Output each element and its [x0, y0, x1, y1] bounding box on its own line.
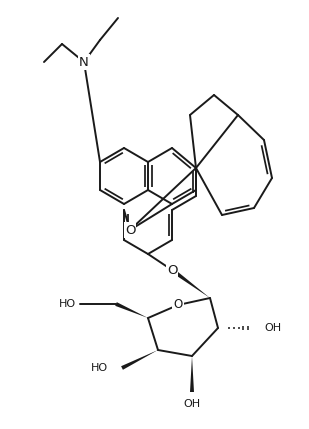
Text: N: N	[79, 55, 89, 69]
Polygon shape	[115, 302, 148, 318]
Text: OH: OH	[264, 323, 281, 333]
Polygon shape	[190, 356, 194, 392]
Text: HO: HO	[59, 299, 76, 309]
Text: OH: OH	[184, 399, 201, 409]
Text: O: O	[173, 299, 183, 311]
Text: O: O	[125, 224, 135, 236]
Polygon shape	[121, 350, 158, 370]
Text: HO: HO	[91, 363, 108, 373]
Text: O: O	[167, 263, 177, 277]
Polygon shape	[171, 268, 210, 298]
